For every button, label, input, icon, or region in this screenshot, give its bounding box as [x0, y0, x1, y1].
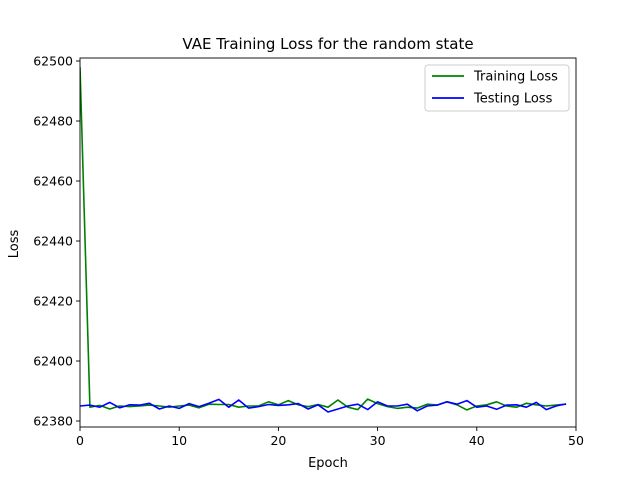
y-tick-label: 62440 [33, 234, 73, 249]
y-tick-label: 62420 [33, 294, 73, 309]
y-tick-label: 62400 [33, 354, 73, 369]
x-tick-label: 30 [370, 433, 386, 448]
series-line-training-loss [80, 66, 567, 411]
legend-label: Training Loss [473, 70, 558, 85]
x-axis: 0 10 20 30 40 50 [76, 427, 584, 448]
plot-area [79, 57, 577, 428]
y-tick-label: 62460 [33, 174, 73, 189]
legend: Training Loss Testing Loss [424, 64, 570, 112]
y-axis: 62380 62400 62420 62440 62460 62480 62500 [33, 54, 80, 429]
x-tick-label: 10 [171, 433, 187, 448]
y-tick-label: 62480 [33, 114, 73, 129]
x-axis-label: Epoch [308, 456, 348, 471]
x-tick-label: 20 [270, 433, 286, 448]
legend-label: Testing Loss [473, 92, 553, 107]
series-line-testing-loss [80, 398, 567, 413]
x-tick-label: 50 [568, 433, 584, 448]
chart-title: VAE Training Loss for the random state [182, 35, 473, 53]
x-tick-label: 0 [76, 433, 84, 448]
plot-frame [79, 57, 577, 428]
x-tick-label: 40 [469, 433, 485, 448]
y-tick-label: 62380 [33, 414, 73, 429]
y-axis-label: Loss [7, 230, 22, 259]
y-tick-label: 62500 [33, 54, 73, 69]
